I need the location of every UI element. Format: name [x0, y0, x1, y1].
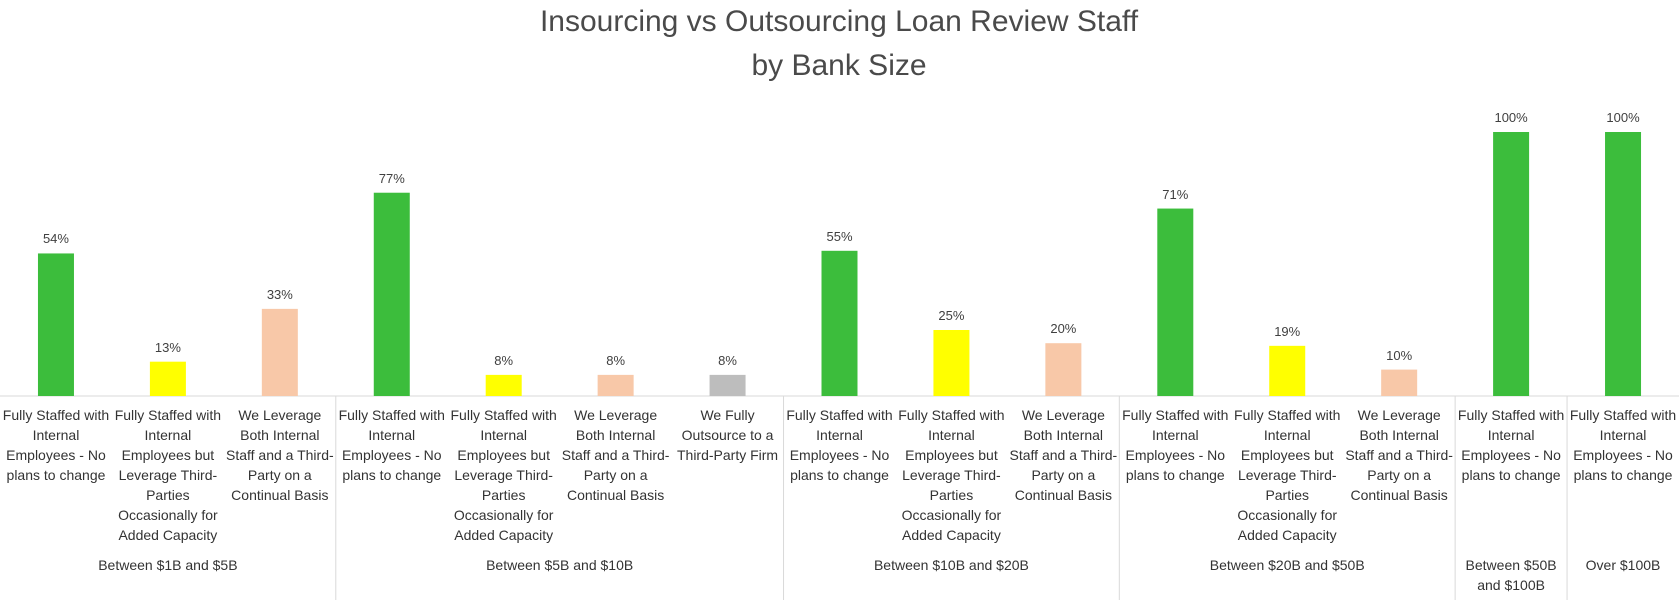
bar: [373, 192, 410, 396]
value-label: 20%: [1050, 321, 1077, 337]
bar: [597, 374, 634, 396]
bar: [821, 250, 858, 396]
value-label: 25%: [938, 308, 965, 323]
x-tick-label: Fully Staffed with Internal Employees bu…: [450, 407, 557, 543]
bar: [1157, 208, 1194, 396]
bar: [1493, 132, 1530, 396]
group-label: Between $50B and $100B: [1465, 557, 1557, 593]
chart-title: Insourcing vs Outsourcing Loan Review St…: [539, 5, 1139, 82]
x-tick-label: Fully Staffed with Internal Employees - …: [1569, 407, 1677, 483]
x-tick-label: Fully Staffed with Internal Employees bu…: [114, 407, 222, 543]
value-label: 54%: [42, 231, 69, 247]
x-tick-label: We Leverage Both Internal Staff and a Th…: [1009, 407, 1118, 503]
bar: [149, 361, 186, 396]
group-label: Over $100B: [1585, 557, 1661, 573]
bar: [1045, 343, 1082, 396]
value-label: 71%: [1162, 186, 1189, 202]
x-tick-label: Fully Staffed with Internal Employees - …: [2, 407, 110, 483]
group-label: Between $20B and $50B: [1209, 557, 1365, 573]
value-label: 8%: [494, 352, 514, 368]
bar: [1605, 132, 1642, 396]
value-label: 77%: [378, 170, 405, 186]
bar: [1269, 345, 1306, 396]
bar: [709, 374, 746, 396]
group-label: Between $1B and $5B: [98, 557, 238, 573]
bar: [261, 308, 298, 396]
bar: [1381, 369, 1418, 396]
value-label: 33%: [266, 286, 293, 302]
value-label: 10%: [1386, 347, 1413, 363]
value-label: 19%: [1274, 323, 1301, 339]
value-label: 100%: [1494, 110, 1528, 125]
x-tick-label: Fully Staffed with Internal Employees - …: [786, 407, 893, 483]
x-tick-label: Fully Staffed with Internal Employees - …: [1122, 407, 1229, 483]
group-label: Between $10B and $20B: [873, 557, 1029, 573]
x-tick-label: Fully Staffed with Internal Employees - …: [1457, 407, 1565, 483]
bar: [37, 253, 74, 396]
x-tick-label: We Leverage Both Internal Staff and a Th…: [561, 407, 670, 503]
x-tick-label: We Fully Outsource to a Third-Party Firm: [676, 407, 779, 463]
x-tick-label: Fully Staffed with Internal Employees - …: [338, 407, 445, 483]
value-label: 13%: [154, 339, 181, 355]
value-label: 8%: [718, 352, 737, 368]
bar: [933, 330, 970, 396]
x-tick-label: We Leverage Both Internal Staff and a Th…: [225, 407, 334, 503]
x-tick-label: We Leverage Both Internal Staff and a Th…: [1345, 407, 1453, 503]
x-tick-label: Fully Staffed with Internal Employees bu…: [1234, 407, 1341, 543]
group-label: Between $5B and $10B: [486, 557, 634, 573]
value-label: 8%: [606, 352, 626, 368]
bar: [485, 374, 522, 396]
value-label: 55%: [826, 228, 853, 244]
value-label: 100%: [1606, 110, 1640, 125]
x-tick-label: Fully Staffed with Internal Employees bu…: [898, 407, 1005, 543]
